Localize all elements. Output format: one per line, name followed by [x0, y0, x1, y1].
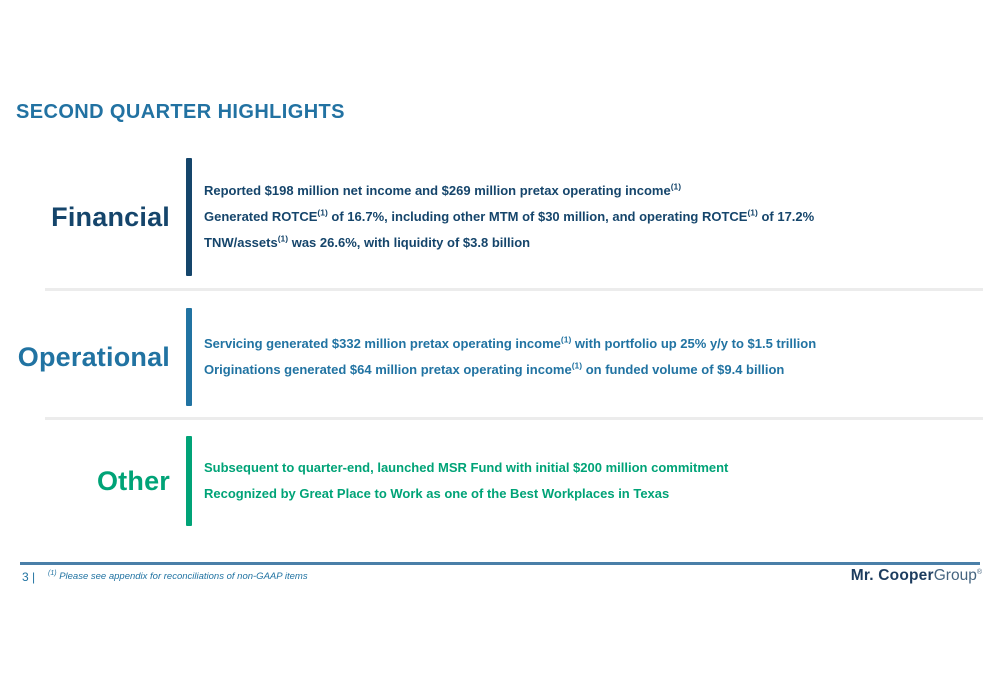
bullet-text: Originations generated $64 million preta… — [204, 362, 572, 377]
bullet-text: Reported $198 million net income and $26… — [204, 183, 671, 198]
bullet-line: Reported $198 million net income and $26… — [204, 178, 1000, 204]
registered-trademark-icon: ® — [976, 568, 982, 576]
bullet-line: Generated ROTCE(1) of 16.7%, including o… — [204, 204, 1000, 230]
footnote-marker: (1) — [48, 569, 57, 577]
bullet-line: Recognized by Great Place to Work as one… — [204, 481, 1000, 507]
section-bullets: Subsequent to quarter-end, launched MSR … — [192, 436, 1000, 526]
section-accent-bar — [186, 308, 192, 406]
bullet-text: was 26.6%, with liquidity of $3.8 billio… — [288, 235, 531, 250]
footnote-reference: (1) — [747, 207, 758, 218]
bullet-text: Subsequent to quarter-end, launched MSR … — [204, 460, 729, 475]
footnote-reference: (1) — [670, 181, 682, 192]
footnote: (1) Please see appendix for reconciliati… — [48, 569, 308, 582]
bullet-line: Servicing generated $332 million pretax … — [204, 331, 1000, 357]
bullet-text: of 16.7%, including other MTM of $30 mil… — [327, 209, 748, 224]
section-label-operational: Operational — [17, 341, 170, 372]
page-number: 3 | — [22, 570, 36, 584]
bullet-text: Servicing generated $332 million pretax … — [204, 336, 561, 351]
company-logo: Mr. CooperGroup® — [851, 567, 982, 585]
bullet-text: of 17.2% — [757, 209, 815, 224]
logo-secondary-text: Group — [933, 567, 977, 584]
bullet-line: Subsequent to quarter-end, launched MSR … — [204, 455, 1000, 481]
section-bullets: Reported $198 million net income and $26… — [192, 158, 1000, 276]
section-other: Other Subsequent to quarter-end, launched… — [0, 436, 1000, 526]
bullet-text: on funded volume of $9.4 billion — [582, 362, 785, 377]
section-label-other: Other — [96, 465, 170, 496]
section-divider — [45, 417, 983, 420]
section-operational: Operational Servicing generated $332 mill… — [0, 308, 1000, 406]
footnote-reference: (1) — [571, 360, 583, 371]
footnote-reference: (1) — [317, 207, 328, 218]
section-accent-bar — [186, 158, 192, 276]
section-financial: Financial Reported $198 million net incom… — [0, 158, 1000, 276]
bullet-text: Generated ROTCE — [204, 209, 318, 224]
footer-divider — [20, 562, 980, 565]
section-divider — [45, 288, 983, 291]
page-title: SECOND QUARTER HIGHLIGHTS — [16, 101, 345, 123]
footnote-text: Please see appendix for reconciliations … — [59, 571, 308, 582]
section-accent-bar — [186, 436, 192, 526]
footnote-reference: (1) — [277, 233, 289, 244]
footnote-reference: (1) — [560, 334, 572, 345]
section-label-financial: Financial — [51, 201, 170, 232]
bullet-text: TNW/assets — [204, 235, 278, 250]
logo-primary-text: Mr. Cooper — [850, 567, 934, 584]
section-bullets: Servicing generated $332 million pretax … — [192, 308, 1000, 406]
bullet-line: Originations generated $64 million preta… — [204, 357, 1000, 383]
bullet-text: Recognized by Great Place to Work as one… — [204, 486, 670, 501]
bullet-line: TNW/assets(1) was 26.6%, with liquidity … — [204, 230, 1000, 256]
bullet-text: with portfolio up 25% y/y to $1.5 trilli… — [571, 336, 817, 351]
